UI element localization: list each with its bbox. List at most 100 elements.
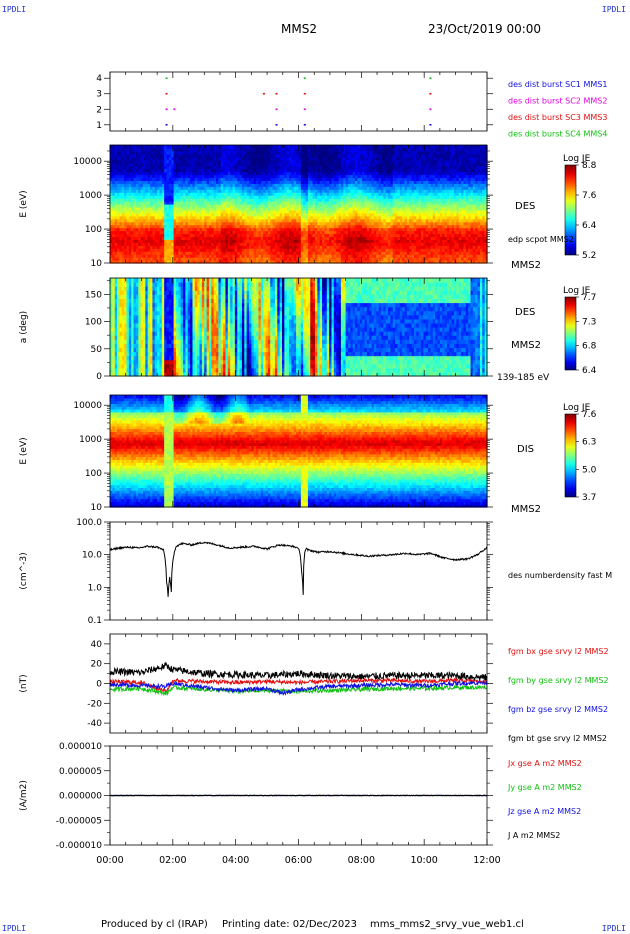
spectrogram-cell: [114, 242, 118, 246]
spectrogram-cell: [121, 215, 125, 220]
spectrogram-cell: [317, 186, 321, 190]
spectrogram-cell: [366, 227, 370, 232]
spectrogram-cell: [397, 218, 401, 223]
spectrogram-cell: [190, 218, 194, 223]
spectrogram-cell: [359, 186, 363, 190]
spectrogram-cell: [204, 192, 208, 196]
spectrogram-cell: [161, 260, 165, 264]
spectrogram-cell: [126, 257, 130, 261]
spectrogram-cell: [286, 260, 290, 264]
spectrogram-cell: [213, 221, 217, 226]
spectrogram-cell: [376, 189, 380, 193]
spectrogram-cell: [178, 147, 182, 152]
spectrogram-cell: [227, 251, 231, 255]
spectrogram-cell: [159, 224, 163, 229]
spectrogram-cell: [345, 150, 349, 155]
spectrogram-cell: [164, 171, 168, 176]
spectrogram-cell: [357, 180, 361, 184]
spectrogram-cell: [310, 218, 314, 223]
spectrogram-cell: [274, 248, 278, 252]
spectrogram-cell: [390, 257, 394, 261]
spectrogram-cell: [303, 162, 307, 167]
spectrogram-cell: [293, 254, 297, 258]
spectrogram-cell: [383, 248, 387, 252]
spectrogram-cell: [133, 183, 137, 187]
spectrogram-cell: [140, 230, 144, 235]
spectrogram-cell: [303, 192, 307, 196]
spectrogram-cell: [208, 201, 212, 205]
spectrogram-cell: [249, 156, 252, 161]
spectrogram-cell: [326, 245, 330, 249]
spectrogram-cell: [366, 159, 370, 164]
spectrogram-cell: [192, 236, 196, 240]
spectrogram-cell: [286, 221, 290, 226]
spectrogram-cell: [161, 236, 165, 240]
spectrogram-cell: [171, 195, 175, 199]
spectrogram-cell: [383, 198, 387, 202]
spectrogram-cell: [314, 215, 318, 220]
spectrogram-cell: [135, 195, 139, 199]
spectrogram-cell: [159, 233, 163, 238]
spectrogram-cell: [369, 153, 373, 158]
spectrogram-cell: [333, 168, 337, 173]
spectrogram-cell: [187, 198, 191, 202]
spectrogram-cell: [256, 251, 260, 255]
spectrogram-cell: [246, 186, 250, 190]
spectrogram-cell: [119, 177, 123, 181]
spectrogram-cell: [150, 212, 154, 217]
spectrogram-cell: [300, 239, 304, 243]
spectrogram-cell: [213, 192, 217, 196]
spectrogram-cell: [310, 204, 314, 208]
spectrogram-cell: [194, 186, 198, 190]
spectrogram-cell: [128, 239, 132, 243]
spectrogram-cell: [161, 257, 165, 261]
spectrogram-cell: [362, 233, 366, 238]
spectrogram-cell: [383, 171, 387, 176]
spectrogram-cell: [376, 257, 380, 261]
spectrogram-cell: [133, 156, 137, 161]
spectrogram-cell: [314, 239, 318, 243]
spectrogram-cell: [227, 159, 231, 164]
spectrogram-cell: [230, 251, 234, 255]
spectrogram-cell: [336, 192, 340, 196]
spectrogram-cell: [253, 204, 257, 208]
spectrogram-cell: [263, 153, 267, 158]
spectrogram-cell: [329, 186, 333, 190]
spectrogram-cell: [164, 209, 168, 214]
spectrogram-cell: [204, 209, 208, 214]
spectrogram-cell: [147, 183, 151, 187]
spectrogram-cell: [272, 168, 276, 173]
spectrogram-cell: [267, 242, 271, 246]
spectrogram-cell: [175, 254, 179, 258]
spectrogram-cell: [314, 206, 318, 211]
spectrogram-cell: [213, 230, 217, 235]
spectrogram-cell: [263, 206, 267, 211]
spectrogram-cell: [270, 242, 274, 246]
spectrogram-cell: [333, 198, 337, 202]
spectrogram-cell: [128, 204, 132, 208]
spectrogram-cell: [392, 233, 396, 238]
spectrogram-cell: [402, 198, 406, 202]
spectrogram-cell: [220, 186, 224, 190]
spectrogram-cell: [152, 212, 156, 217]
spectrogram-cell: [303, 165, 307, 170]
spectrogram-cell: [171, 215, 175, 220]
spectrogram-cell: [350, 150, 354, 155]
spectrogram-cell: [232, 218, 236, 223]
spectrogram-cell: [371, 186, 375, 190]
spectrogram-cell: [241, 159, 245, 164]
spectrogram-cell: [145, 224, 149, 229]
spectrogram-cell: [267, 221, 271, 226]
spectrogram-cell: [329, 174, 333, 179]
spectrogram-cell: [369, 145, 373, 149]
spectrogram-cell: [284, 150, 288, 155]
spectrogram-cell: [159, 162, 163, 167]
spectrogram-cell: [208, 227, 212, 232]
spectrogram-cell: [154, 239, 158, 243]
spectrogram-cell: [218, 230, 222, 235]
spectrogram-cell: [246, 183, 250, 187]
spectrogram-cell: [312, 242, 316, 246]
spectrogram-cell: [260, 206, 264, 211]
spectrogram-cell: [175, 227, 179, 232]
spectrogram-cell: [326, 215, 330, 220]
